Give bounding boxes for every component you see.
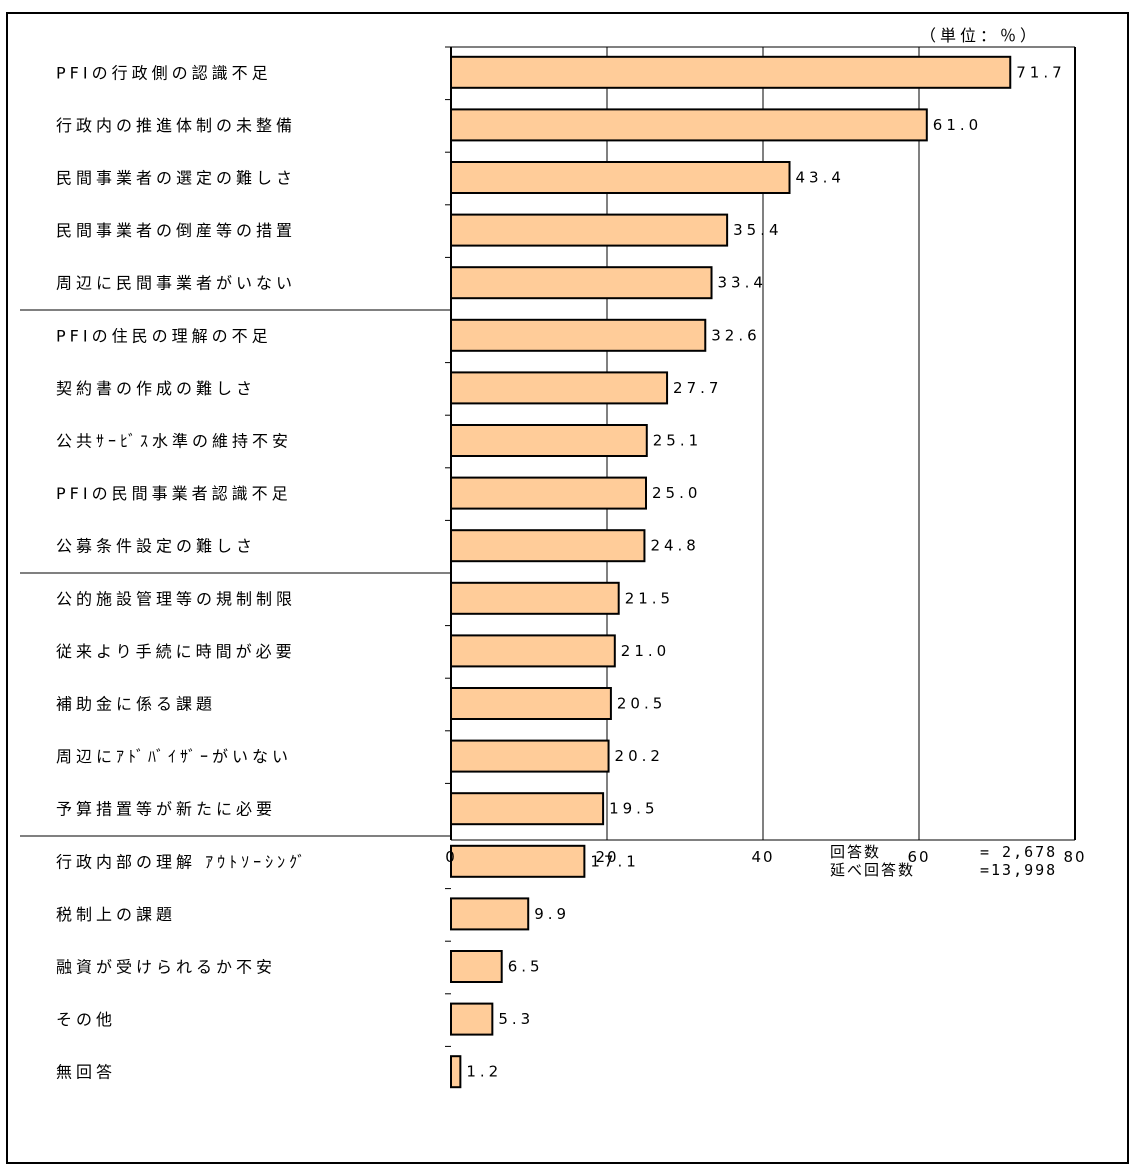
value-label: 20.5 [617,695,666,713]
unit-label: （単位：％） [920,26,1041,45]
bar [450,687,612,720]
bar [450,844,586,878]
bar [450,55,1012,89]
x-tick-label: 20 [595,848,618,866]
value-label: 43.4 [796,169,845,187]
category-label: 周辺にｱﾄﾞﾊﾞｲｻﾞｰがいない [56,747,292,766]
x-tick-label: 60 [907,848,930,866]
category-label: PFIの住民の理解の不足 [56,326,272,345]
value-label: 20.2 [615,747,664,765]
category-label: 税制上の課題 [56,905,176,924]
bar [450,476,647,510]
value-labels: 71.7 61.0 43.4 35.4 33.4 32.6 27.7 25.1 25.0 24.8… [466,63,1065,1081]
bar [450,581,620,615]
category-label: 公的施設管理等の規制制限 [56,589,296,608]
bar [450,897,530,931]
value-label: 17.1 [590,852,639,870]
chart-frame [6,12,1129,1164]
category-label: PFIの行政側の認識不足 [56,63,272,82]
category-label: その他 [56,1010,116,1029]
bars [450,55,1012,1089]
value-label: 25.0 [652,484,701,502]
category-labels: PFIの行政側の認識不足行政内の推進体制の未整備民間事業者の選定の難しさ民間事業… [56,63,309,1082]
bar [450,529,646,563]
responses-value: = 2,678 [980,843,1058,861]
value-label: 19.5 [609,800,658,818]
x-tick-label: 80 [1063,848,1086,866]
group-separators [20,309,451,837]
value-label: 32.6 [711,326,760,344]
category-label: 公共ｻｰﾋﾞｽ水準の維持不安 [56,432,292,451]
category-label: PFIの民間事業者認識不足 [56,484,292,503]
value-label: 25.1 [653,432,702,450]
bar [450,266,713,300]
value-label: 6.5 [508,958,544,976]
x-tick-labels: 0 20 40 60 80 [445,848,1086,866]
bar [450,739,610,773]
value-label: 9.9 [534,905,570,923]
category-label: 無回答 [56,1063,116,1082]
value-label: 61.0 [933,116,982,134]
category-label: 民間事業者の選定の難しさ [56,169,296,188]
bar [450,161,791,194]
value-label: 35.4 [733,221,782,239]
x-tick-label: 0 [445,848,457,866]
category-label: 契約書の作成の難しさ [56,379,256,398]
value-label: 24.8 [650,537,699,555]
category-label: 行政内部の理解 ｱｳﾄｿｰｼﾝｸﾞ [56,852,309,871]
bar [450,1002,494,1036]
category-label: 補助金に係る課題 [56,695,216,714]
total-responses-label: 延べ回答数 [830,861,916,879]
value-label: 21.5 [625,589,674,607]
bar [450,1055,462,1089]
axes [445,46,1076,1047]
total-responses-value: =13,998 [980,861,1058,879]
value-label: 1.2 [466,1063,502,1081]
category-label: 周辺に民間事業者がいない [56,274,296,293]
value-label: 27.7 [673,379,722,397]
category-label: 公募条件設定の難しさ [56,537,256,556]
bar [450,950,503,983]
bar [450,634,616,668]
bar [450,371,669,405]
bar [450,213,729,247]
category-label: 民間事業者の倒産等の措置 [56,221,296,240]
category-label: 従来より手続に時間が必要 [56,642,296,661]
responses-label: 回答数 [830,843,882,861]
category-label: 行政内の推進体制の未整備 [56,116,296,135]
bar [450,318,707,352]
category-label: 予算措置等が新たに必要 [56,800,276,819]
bar [450,424,648,457]
bar [450,792,605,826]
value-label: 33.4 [718,274,767,292]
response-count-note: 回答数 = 2,678 延べ回答数 =13,998 [830,843,1057,879]
category-label: 融資が受けられるか不安 [56,958,276,977]
x-tick-label: 40 [751,848,774,866]
value-label: 5.3 [498,1010,534,1028]
value-label: 21.0 [621,642,670,660]
bar [450,108,928,142]
value-label: 71.7 [1016,63,1065,81]
